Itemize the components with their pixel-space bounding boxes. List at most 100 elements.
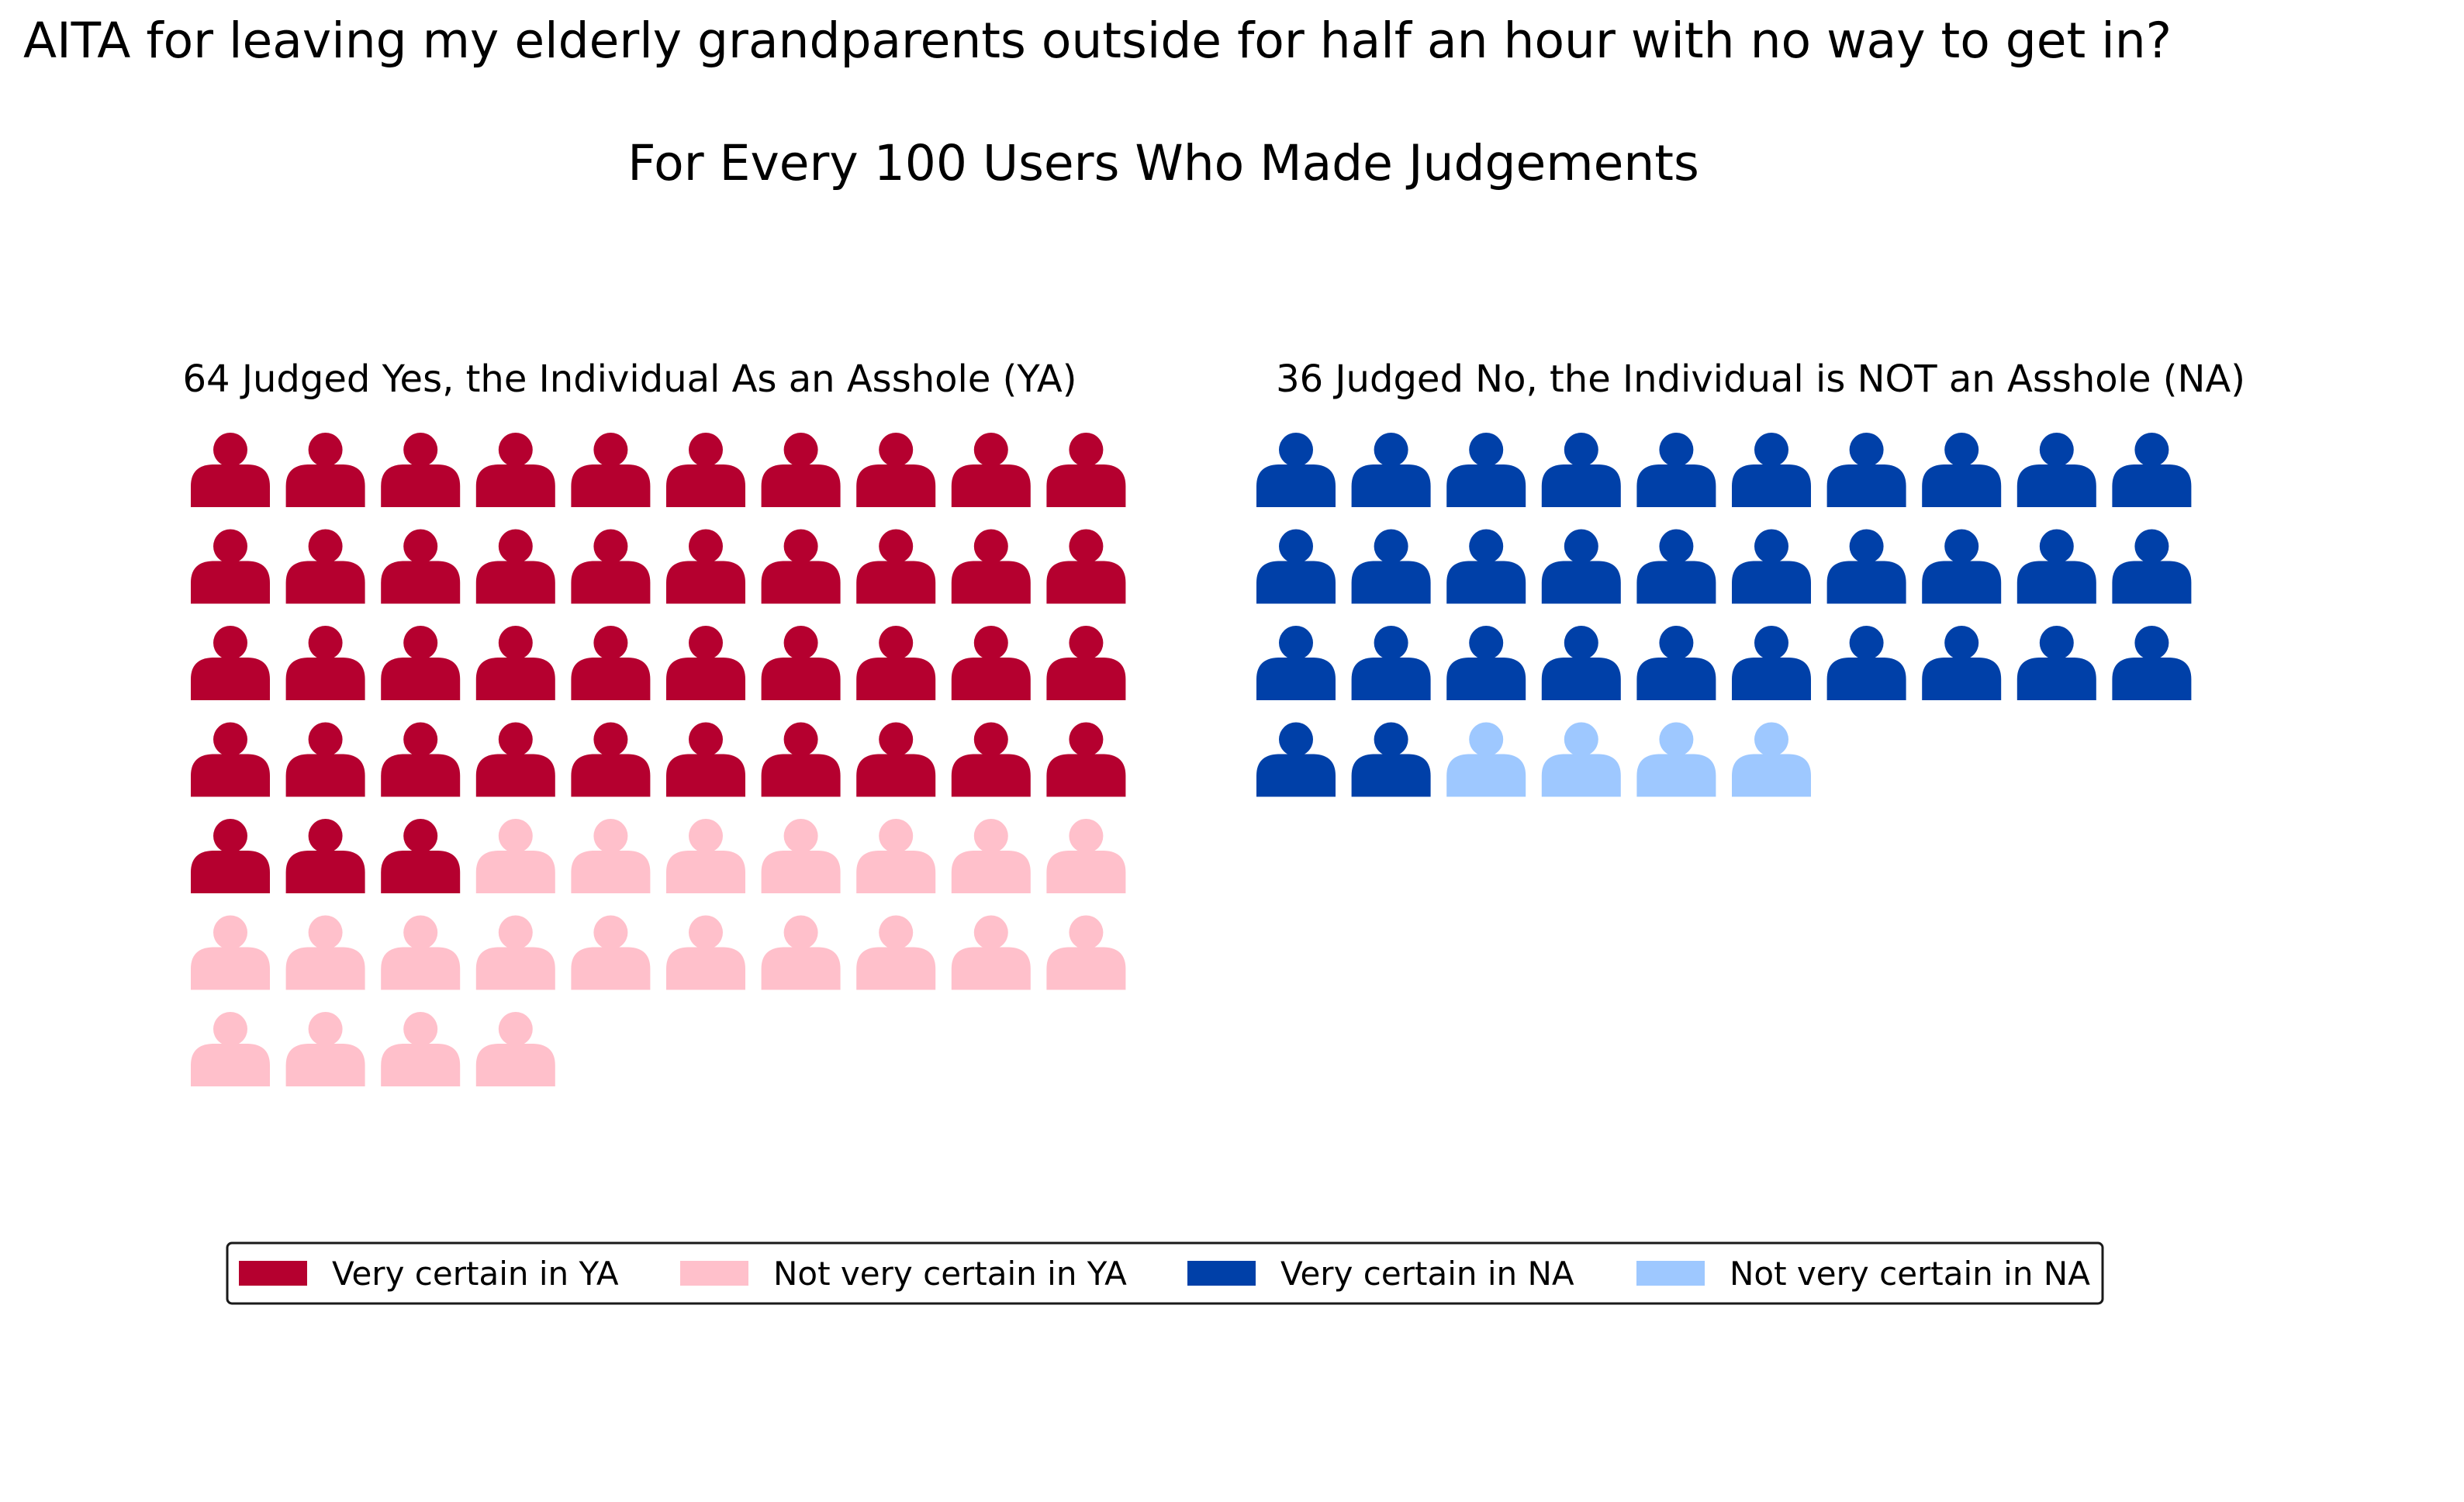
legend-entry: Not very certain in YA: [680, 1255, 1127, 1293]
person-icon: [1636, 626, 1716, 700]
person-icon: [761, 819, 841, 893]
person-icon: [1636, 722, 1716, 797]
person-icon: [571, 529, 651, 604]
person-icon: [381, 1012, 461, 1086]
person-icon: [951, 433, 1031, 507]
person-icon: [2016, 529, 2096, 604]
person-icon: [1826, 529, 1906, 604]
person-icon: [1446, 626, 1526, 700]
person-icon: [856, 915, 936, 990]
person-icon: [381, 529, 461, 604]
panel-title-ya: 64 Judged Yes, the Individual As an Assh…: [182, 357, 1076, 401]
person-icon: [666, 529, 745, 604]
person-icon: [666, 433, 745, 507]
person-icon: [761, 433, 841, 507]
person-icon: [191, 915, 270, 990]
person-icon: [191, 529, 270, 604]
person-icon: [1256, 433, 1336, 507]
person-icon: [475, 722, 555, 797]
person-icon: [1046, 626, 1126, 700]
person-icon: [191, 722, 270, 797]
person-icon: [1046, 915, 1126, 990]
person-icon: [1446, 529, 1526, 604]
person-icon: [285, 626, 365, 700]
person-icon: [1541, 529, 1621, 604]
person-icon: [1351, 626, 1431, 700]
person-icon: [1541, 433, 1621, 507]
person-icon: [1046, 433, 1126, 507]
person-icon: [1046, 529, 1126, 604]
person-icon: [856, 529, 936, 604]
person-icon: [2112, 626, 2192, 700]
person-icon: [951, 626, 1031, 700]
legend-entry: Very certain in YA: [239, 1255, 619, 1293]
person-icon: [1256, 722, 1336, 797]
person-icon: [475, 819, 555, 893]
person-icon: [666, 722, 745, 797]
legend: Very certain in YA Not very certain in YA…: [226, 1241, 2104, 1305]
legend-label: Not very certain in YA: [773, 1255, 1127, 1293]
person-icon: [951, 722, 1031, 797]
person-icon: [2112, 433, 2192, 507]
person-icon: [285, 529, 365, 604]
person-icon: [571, 626, 651, 700]
waffle-panel-na: [1256, 433, 2192, 797]
person-icon: [1732, 529, 1811, 604]
person-icon: [666, 915, 745, 990]
legend-entry: Very certain in NA: [1187, 1255, 1574, 1293]
person-icon: [666, 626, 745, 700]
person-icon: [1351, 722, 1431, 797]
person-icon: [381, 626, 461, 700]
person-icon: [475, 529, 555, 604]
person-icon: [856, 433, 936, 507]
panel-title-na: 36 Judged No, the Individual is NOT an A…: [1276, 357, 2245, 401]
person-icon: [761, 915, 841, 990]
person-icon: [285, 915, 365, 990]
person-icon: [761, 626, 841, 700]
person-icon: [1922, 433, 2002, 507]
chart-subtitle: For Every 100 Users Who Made Judgements: [627, 135, 1699, 192]
person-icon: [1256, 626, 1336, 700]
person-icon: [381, 433, 461, 507]
legend-swatch: [1636, 1261, 1705, 1286]
person-icon: [1541, 722, 1621, 797]
person-icon: [381, 819, 461, 893]
person-icon: [2016, 626, 2096, 700]
person-icon: [285, 1012, 365, 1086]
person-icon: [2112, 529, 2192, 604]
person-icon: [1636, 433, 1716, 507]
legend-label: Very certain in YA: [332, 1255, 619, 1293]
person-icon: [1922, 529, 2002, 604]
person-icon: [761, 722, 841, 797]
person-icon: [1636, 529, 1716, 604]
person-icon: [191, 819, 270, 893]
person-icon: [1446, 433, 1526, 507]
chart-title: AITA for leaving my elderly grandparents…: [23, 12, 2172, 69]
person-icon: [191, 626, 270, 700]
person-icon: [475, 433, 555, 507]
person-icon: [856, 819, 936, 893]
legend-label: Very certain in NA: [1280, 1255, 1574, 1293]
person-icon: [951, 915, 1031, 990]
person-icon: [1256, 529, 1336, 604]
person-icon: [856, 626, 936, 700]
legend-swatch: [1187, 1261, 1256, 1286]
person-icon: [1732, 433, 1811, 507]
waffle-panel-ya: [191, 433, 1126, 1086]
person-icon: [475, 1012, 555, 1086]
person-icon: [1351, 529, 1431, 604]
legend-entry: Not very certain in NA: [1636, 1255, 2090, 1293]
person-icon: [285, 722, 365, 797]
person-icon: [381, 915, 461, 990]
person-icon: [1826, 626, 1906, 700]
person-icon: [1046, 819, 1126, 893]
person-icon: [951, 529, 1031, 604]
person-icon: [571, 433, 651, 507]
person-icon: [191, 433, 270, 507]
legend-swatch: [680, 1261, 748, 1286]
legend-label: Not very certain in NA: [1730, 1255, 2090, 1293]
legend-swatch: [239, 1261, 307, 1286]
person-icon: [856, 722, 936, 797]
person-icon: [285, 433, 365, 507]
person-icon: [951, 819, 1031, 893]
